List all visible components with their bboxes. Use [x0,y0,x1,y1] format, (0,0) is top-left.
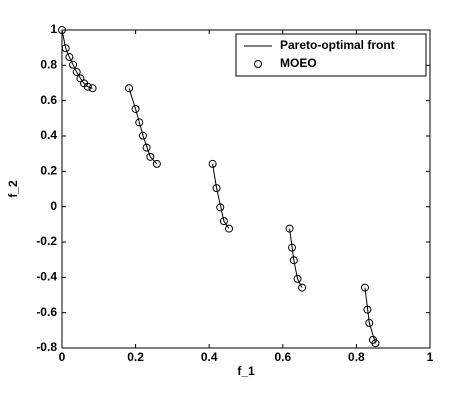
y-tick-label: -0.6 [36,305,57,319]
point [219,217,228,226]
point [216,203,225,212]
point [61,44,70,53]
legend-marker [254,60,262,68]
x-tick-label: 0.4 [201,350,218,364]
point [72,68,81,77]
y-tick-label: -0.4 [36,270,57,284]
legend-box [235,33,427,77]
y-tick-label: 0.6 [40,93,57,107]
point [142,143,151,152]
plot-frame [61,29,431,349]
y-tick-label: -0.8 [36,340,57,354]
legend-label: MOEO [280,56,317,70]
y-tick-label: 0.2 [40,164,57,178]
x-axis-label: f_1 [237,364,255,378]
point [83,82,92,91]
y-tick-label: 0.4 [40,128,57,142]
point [293,274,302,283]
point [69,60,78,69]
y-tick-label: 1 [50,22,57,36]
point [298,283,307,292]
point [365,318,374,327]
point [131,104,140,113]
point [65,53,74,62]
y-tick-label: 0 [50,199,57,213]
y-tick-label: -0.2 [36,234,57,248]
y-axis-label: f_2 [6,180,20,198]
y-tick-label: 0.8 [40,58,57,72]
point [88,84,97,93]
point [208,159,217,168]
front-line [61,29,376,344]
point [135,118,144,127]
x-tick-label: 0.6 [274,350,291,364]
point [225,224,234,233]
point [125,84,134,93]
point [363,305,372,314]
point [152,159,161,168]
x-tick-label: 0 [59,350,66,364]
x-tick-label: 0.2 [127,350,144,364]
point [58,26,66,34]
x-tick-label: 0.8 [348,350,365,364]
point [146,152,155,161]
point [288,243,296,252]
legend-label: Pareto-optimal front [280,38,395,52]
x-tick-label: 1 [427,350,434,364]
point [371,339,380,348]
point [289,256,298,265]
point [360,283,369,292]
point [138,131,147,140]
point [285,224,294,233]
point [212,184,221,193]
